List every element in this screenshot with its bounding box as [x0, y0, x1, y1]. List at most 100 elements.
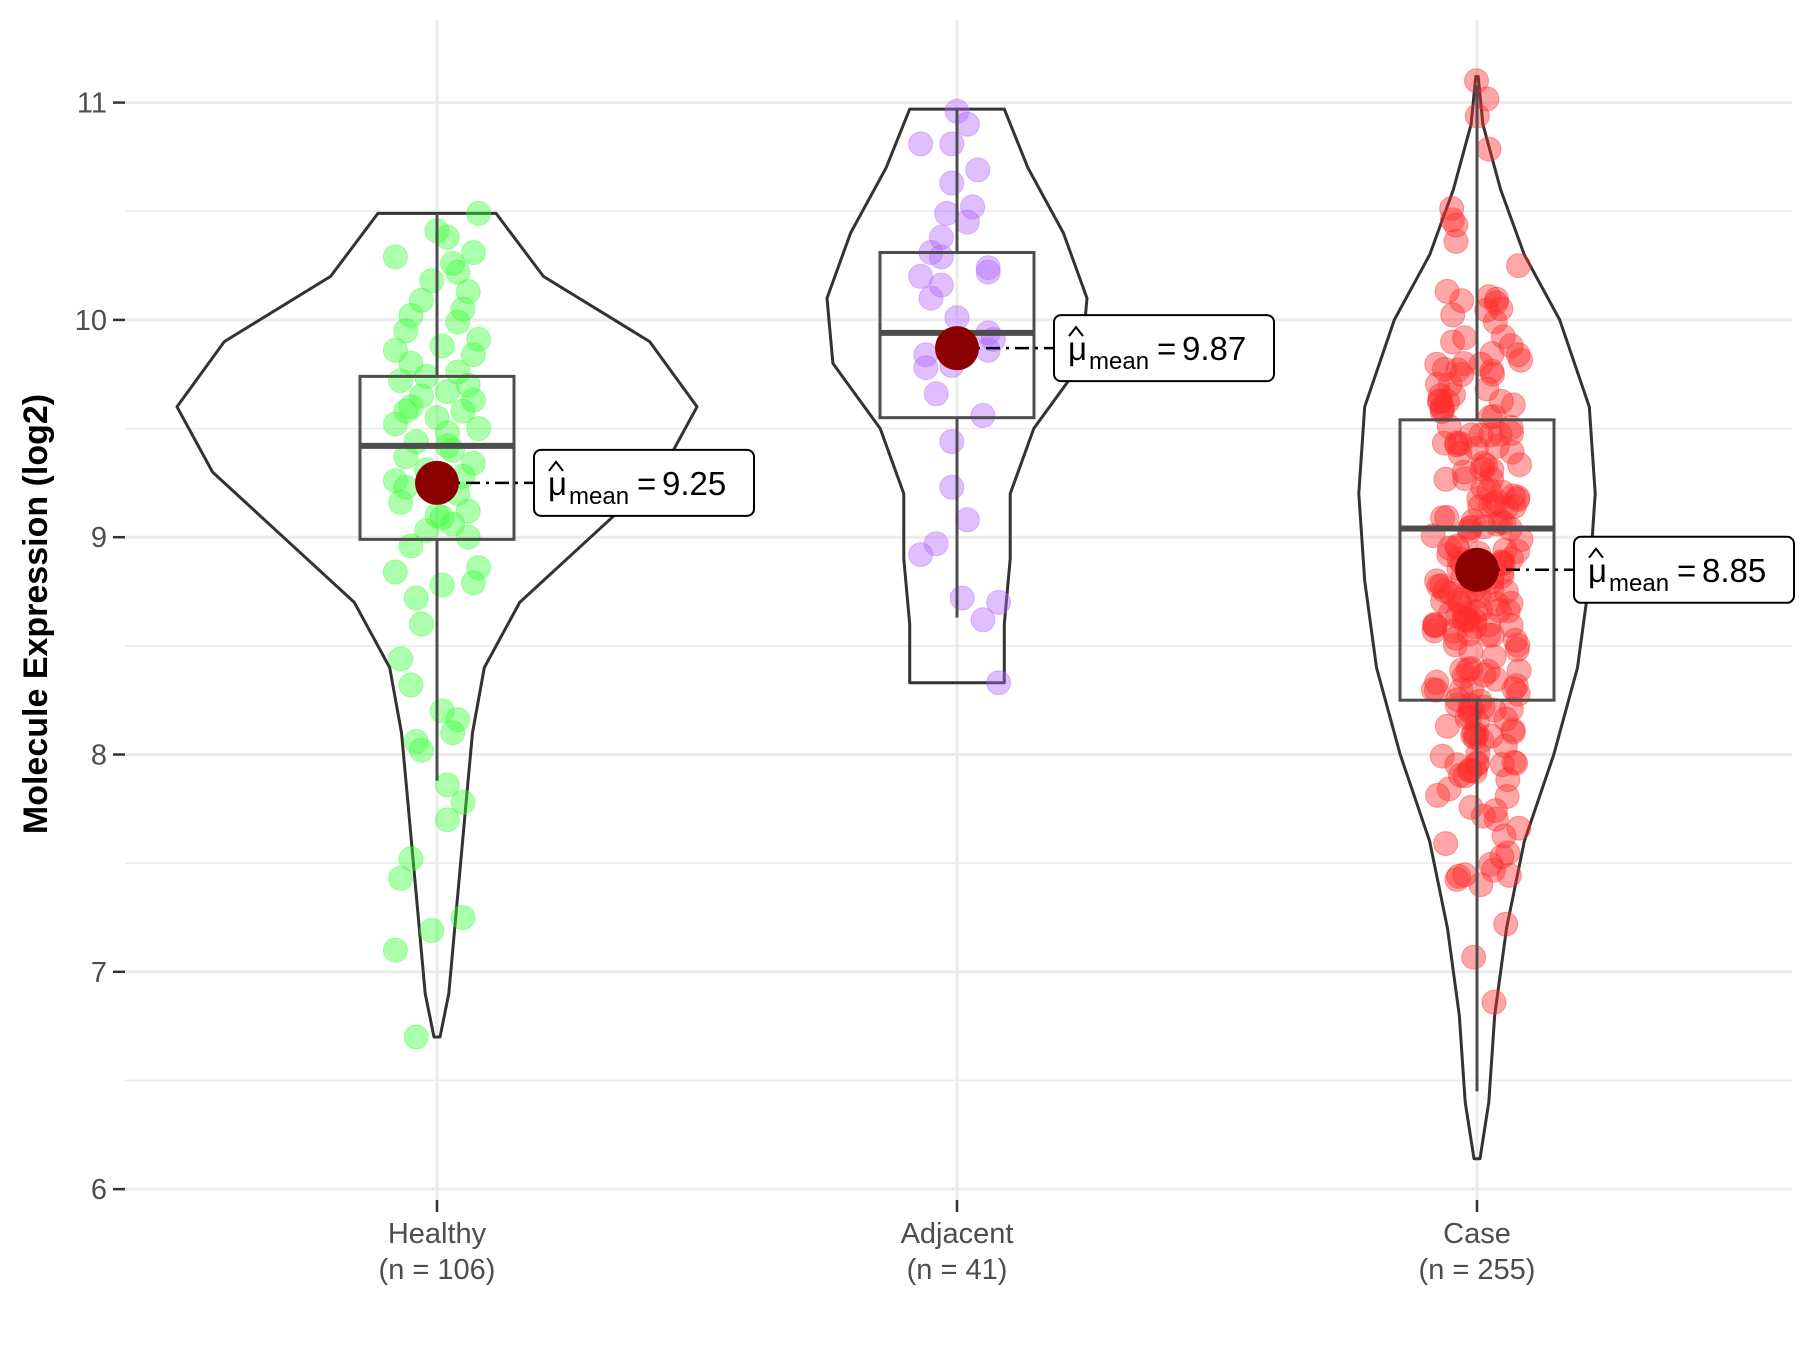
data-point	[923, 381, 949, 407]
data-point	[965, 157, 991, 183]
mean-subscript: mean	[1609, 570, 1669, 597]
data-point	[1443, 212, 1469, 238]
mean-equals: =	[1157, 330, 1176, 367]
data-point	[975, 255, 1001, 281]
data-point	[1494, 784, 1520, 809]
data-point	[445, 707, 471, 733]
data-point	[1492, 733, 1518, 759]
mean-dot	[415, 460, 459, 505]
data-point	[455, 498, 481, 524]
data-point	[1498, 590, 1524, 616]
data-point	[1505, 487, 1531, 512]
data-point	[1474, 376, 1500, 402]
data-point	[1424, 669, 1450, 695]
data-point	[1479, 457, 1505, 483]
data-point	[1506, 253, 1531, 279]
data-point	[1445, 587, 1471, 613]
data-point	[1488, 296, 1514, 322]
mean-label-box	[533, 448, 755, 517]
data-point	[450, 296, 476, 322]
data-point	[1469, 456, 1495, 482]
data-point	[1499, 421, 1524, 446]
data-point	[403, 729, 429, 754]
data-point	[923, 531, 949, 557]
data-point	[1491, 823, 1517, 849]
data-point	[1427, 388, 1453, 414]
hat-icon	[1588, 547, 1604, 559]
data-point	[1493, 911, 1519, 937]
data-point	[460, 342, 486, 368]
data-point	[466, 326, 492, 352]
data-point	[986, 670, 1012, 696]
data-point	[1501, 749, 1527, 775]
data-point	[429, 505, 455, 531]
data-point	[1484, 286, 1510, 312]
data-point	[440, 511, 466, 537]
y-axis-title: Molecule Expression (log2)	[17, 394, 55, 834]
data-point	[1487, 421, 1513, 447]
data-point	[1444, 430, 1470, 456]
data-point	[1422, 613, 1448, 639]
data-point	[1478, 851, 1504, 877]
data-point	[1471, 662, 1497, 688]
data-point	[403, 429, 429, 455]
data-point	[429, 698, 455, 724]
data-point	[1429, 743, 1455, 769]
data-point	[1444, 432, 1470, 458]
data-point	[1493, 706, 1519, 732]
data-point	[1422, 612, 1448, 638]
y-tick-label: 8	[91, 740, 107, 772]
data-point	[434, 772, 460, 798]
data-point	[434, 379, 460, 405]
data-point	[1493, 579, 1519, 605]
data-point	[408, 287, 434, 313]
data-point	[1434, 713, 1460, 739]
data-point	[1463, 435, 1489, 461]
data-point	[1481, 403, 1507, 429]
data-point	[1443, 228, 1469, 254]
mean-symbol: μ	[1588, 552, 1607, 589]
data-point	[949, 585, 975, 611]
data-point	[1505, 632, 1531, 658]
mean-value: 9.25	[662, 465, 726, 502]
x-tick-label: Case	[1443, 1218, 1511, 1250]
data-point	[440, 720, 466, 746]
data-point	[1481, 490, 1507, 516]
hat-icon	[548, 460, 564, 472]
box	[358, 374, 516, 541]
data-point	[954, 209, 980, 235]
data-point	[398, 394, 424, 420]
data-point	[913, 355, 939, 381]
data-point	[1494, 495, 1519, 521]
mean-label-box	[1053, 314, 1275, 383]
data-point	[1474, 297, 1500, 323]
y-axis: 6 7 8 9 10 11	[75, 88, 125, 1206]
data-point	[1444, 692, 1470, 718]
data-point	[1482, 798, 1508, 824]
violin-outline	[1357, 75, 1597, 1161]
data-point	[382, 937, 408, 963]
data-point	[429, 572, 455, 598]
data-point	[1507, 452, 1532, 478]
data-point	[398, 303, 424, 328]
data-point	[1474, 86, 1500, 112]
data-point	[1430, 588, 1456, 614]
data-point	[1425, 371, 1450, 397]
data-point	[1489, 479, 1515, 505]
mean-subscript: mean	[569, 483, 629, 510]
data-point	[1502, 627, 1528, 653]
data-point	[408, 611, 434, 637]
data-point	[1488, 388, 1514, 414]
data-point	[1484, 433, 1510, 459]
data-point	[1447, 441, 1473, 466]
data-point	[1458, 639, 1484, 665]
data-point	[1432, 578, 1458, 604]
data-point	[1481, 644, 1507, 670]
data-point	[1448, 677, 1474, 703]
mean-symbol: μ	[548, 465, 567, 502]
data-point	[434, 224, 460, 250]
data-point	[1460, 722, 1486, 748]
data-point	[382, 244, 408, 270]
data-point	[1445, 357, 1471, 383]
data-point	[1447, 431, 1473, 456]
